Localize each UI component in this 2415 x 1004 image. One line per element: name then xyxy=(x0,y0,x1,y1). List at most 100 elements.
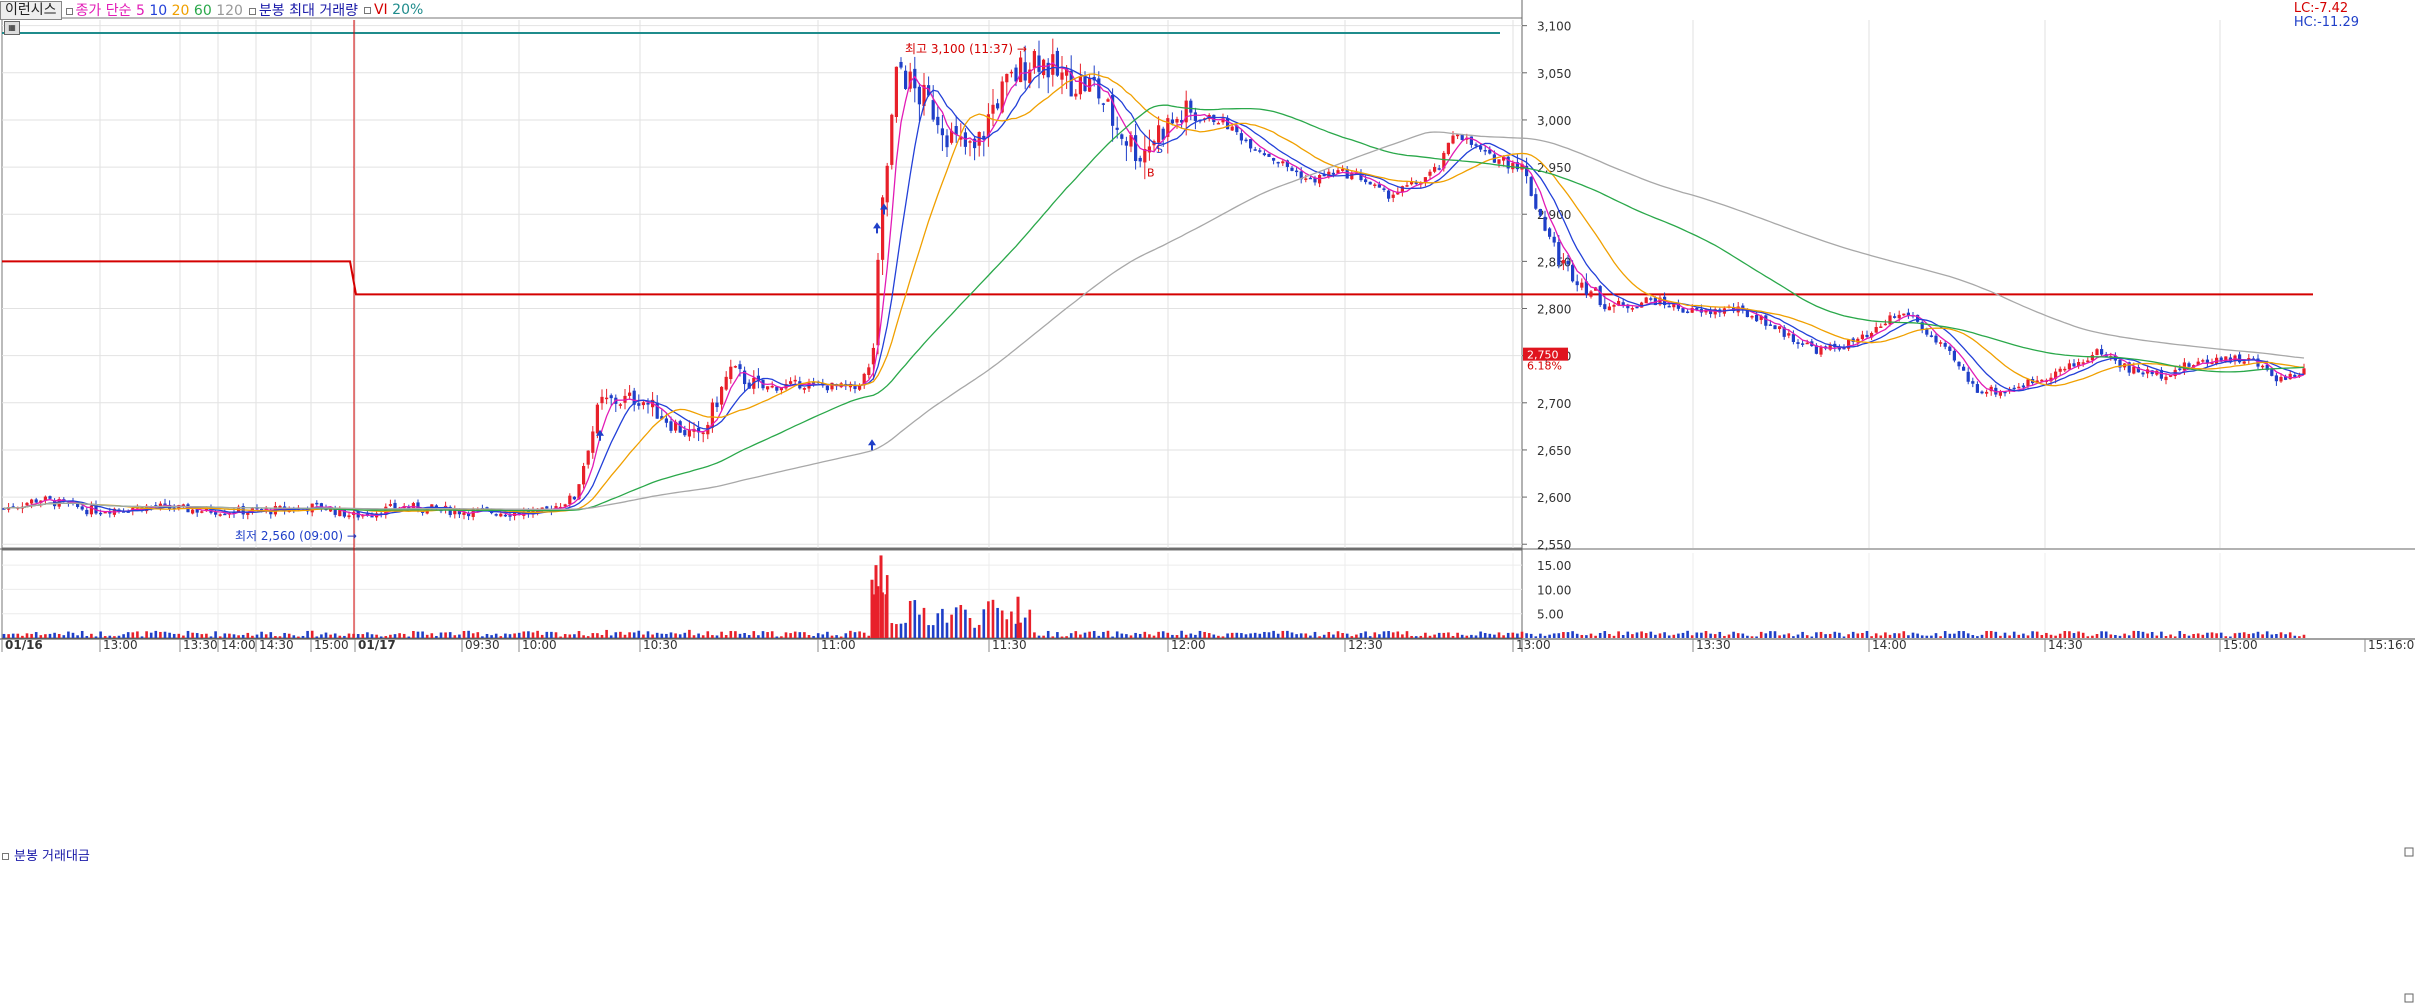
candle-body xyxy=(2090,355,2094,361)
volume-bar xyxy=(163,631,167,638)
volume-bar xyxy=(1759,631,1763,638)
candle-body xyxy=(1929,335,1933,337)
volume-bar xyxy=(1980,634,1984,638)
candle-body xyxy=(660,416,664,420)
volume-bar xyxy=(338,635,342,638)
volume-bar xyxy=(1401,634,1404,638)
volume-bar xyxy=(982,609,986,638)
volume-bar xyxy=(384,636,388,638)
candle-body xyxy=(2210,362,2214,364)
candle-body xyxy=(678,421,682,433)
volume-bar xyxy=(2288,632,2292,638)
volume-bar xyxy=(2003,632,2007,638)
candle-body xyxy=(1437,168,1441,170)
volume-bar xyxy=(264,634,268,638)
candle-body xyxy=(1847,339,1851,349)
volume-bar xyxy=(738,633,742,638)
candle-body xyxy=(1382,188,1386,190)
candle-body xyxy=(1557,242,1561,265)
volume-bar xyxy=(637,630,641,638)
volume-bar xyxy=(2219,632,2223,638)
system-tab[interactable]: 이런시스 xyxy=(0,0,62,20)
candle-body xyxy=(1244,139,1248,142)
volume-bar xyxy=(214,631,217,638)
candle-body xyxy=(697,427,701,433)
candle-body xyxy=(2,508,6,510)
candle-body xyxy=(342,508,346,517)
volume-bar xyxy=(1309,635,1312,638)
volume-bar xyxy=(1221,636,1225,638)
volume-bar xyxy=(297,636,300,638)
candle-body xyxy=(1161,128,1165,140)
candle-body xyxy=(899,61,903,68)
candle-body xyxy=(2063,368,2067,371)
volume-bar xyxy=(149,632,153,638)
candle-body xyxy=(1281,161,1285,164)
candle-body xyxy=(2178,368,2182,370)
price-panel-frame xyxy=(1,17,1523,549)
volume-bar xyxy=(1539,633,1542,638)
candle-body xyxy=(2293,374,2297,377)
candle-body xyxy=(126,511,130,513)
volume-bar xyxy=(1033,632,1036,638)
candle-body xyxy=(1796,342,1800,344)
volume-bar xyxy=(430,633,434,638)
volume-bar xyxy=(2164,636,2168,638)
candle-body xyxy=(577,484,581,500)
volume-bar xyxy=(1345,633,1349,638)
candle-body xyxy=(715,402,719,408)
volume-bar xyxy=(1488,633,1492,638)
candle-body xyxy=(1267,153,1271,157)
volume-bar xyxy=(2150,631,2154,638)
volume-bar xyxy=(862,632,866,638)
volume-bar xyxy=(329,634,332,638)
candle-body xyxy=(756,375,760,382)
volume-bar xyxy=(1046,630,1050,638)
volume-bar xyxy=(1911,632,1915,638)
candle-body xyxy=(1083,76,1087,92)
volume-bar xyxy=(941,608,944,638)
volume-bar xyxy=(1115,631,1119,638)
volume-bar xyxy=(1129,635,1133,638)
volume-bar xyxy=(1709,633,1712,638)
volume-bar xyxy=(1718,631,1722,638)
volume-bar xyxy=(108,635,112,638)
x-tick-label: 13:30 xyxy=(1696,638,1731,652)
volume-bar xyxy=(25,633,29,638)
volume-bar xyxy=(724,635,728,638)
volume-bar xyxy=(605,629,608,638)
volume-bar xyxy=(1125,634,1128,638)
volume-bar xyxy=(1138,633,1142,638)
vi-label: VI xyxy=(373,2,388,18)
candle-body xyxy=(1603,304,1607,310)
volume-bar xyxy=(1755,636,1758,638)
volume-bar xyxy=(1111,636,1114,638)
candle-body xyxy=(1446,142,1450,155)
candle-body xyxy=(1561,260,1565,264)
volume-bar xyxy=(1856,633,1860,638)
volume-bar xyxy=(1663,632,1666,638)
volume-bar xyxy=(1525,633,1528,638)
volume-bar xyxy=(1953,633,1956,638)
candle-body xyxy=(1212,114,1216,123)
hc-text: HC:-11.29 xyxy=(2293,15,2359,30)
candle-body xyxy=(407,507,411,509)
candle-body xyxy=(724,376,728,390)
candle-body xyxy=(1713,309,1717,315)
volume-bar xyxy=(398,633,401,638)
volume-bar xyxy=(688,629,691,638)
candle-body xyxy=(1143,149,1147,163)
candle-body xyxy=(2049,377,2053,382)
volume-bar xyxy=(80,630,84,638)
candle-body xyxy=(43,496,47,501)
candle-body xyxy=(1042,59,1046,76)
candle-body xyxy=(200,511,204,513)
volume-bar xyxy=(1925,635,1929,638)
candle-body xyxy=(586,450,590,465)
candle-body xyxy=(1768,324,1772,326)
volume-bar xyxy=(950,614,953,638)
grid-toggle-icon[interactable]: ▦ xyxy=(4,21,20,35)
volume-bar xyxy=(499,636,503,638)
candle-body xyxy=(1755,314,1759,322)
